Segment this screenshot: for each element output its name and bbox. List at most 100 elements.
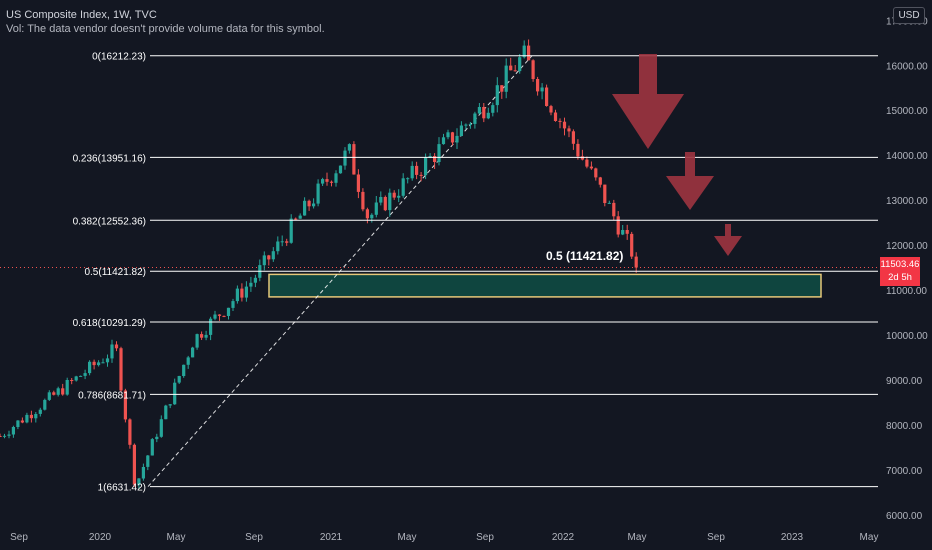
- candle-body: [222, 315, 226, 317]
- candle-body: [7, 434, 11, 436]
- down-arrow-icon: [666, 152, 714, 210]
- candle-body: [61, 388, 65, 395]
- candle-body: [567, 128, 571, 132]
- candle-body: [29, 414, 33, 419]
- x-tick-label: Sep: [10, 532, 28, 543]
- candle-body: [625, 230, 629, 234]
- y-tick-label: 12000.00: [886, 241, 928, 252]
- candle-body: [562, 121, 567, 129]
- candle-body: [226, 307, 231, 316]
- candle-body: [464, 124, 468, 126]
- candle-body: [356, 174, 360, 192]
- candle-body: [419, 174, 423, 176]
- y-tick-label: 7000.00: [886, 466, 923, 477]
- candle-body: [374, 202, 378, 215]
- time-axis[interactable]: Sep 2020 May Sep 2021 May Sep 2022 May Sep 2023 May: [10, 532, 878, 543]
- candle-body: [56, 388, 60, 395]
- candle-body: [137, 478, 141, 485]
- candle-body: [553, 112, 558, 121]
- candle-body: [128, 419, 132, 445]
- currency-button[interactable]: USD: [893, 7, 925, 24]
- chart-header: US Composite Index, 1W, TVC Vol: The dat…: [6, 9, 325, 35]
- x-tick-label: May: [167, 532, 186, 543]
- bar-countdown: 2d 5h: [888, 272, 912, 283]
- candle-body: [182, 364, 186, 376]
- candle-body: [83, 373, 87, 376]
- candle-body: [11, 427, 15, 435]
- fib-level-label: 0(16212.23): [92, 52, 146, 63]
- candle-body: [164, 405, 168, 420]
- fibonacci-levels: 0(16212.23) 0.236(13951.16) 0.382(12552.36…: [73, 52, 878, 494]
- candle-body: [119, 348, 123, 391]
- candle-body: [34, 414, 38, 419]
- y-tick-label: 14000.00: [886, 151, 928, 162]
- candle-body: [361, 191, 365, 210]
- candle-body: [132, 444, 136, 485]
- candle-body: [634, 256, 638, 268]
- candle-body: [276, 241, 280, 252]
- candle-body: [74, 376, 78, 381]
- candle-body: [316, 183, 320, 204]
- candle-body: [603, 184, 607, 203]
- y-tick-label: 10000.00: [886, 331, 928, 342]
- candle-body: [540, 87, 544, 92]
- candle-body: [343, 150, 347, 166]
- fib-level-label: 0.5(11421.82): [84, 267, 146, 278]
- candle-body: [388, 192, 392, 211]
- candle-body: [433, 156, 437, 162]
- candle-body: [43, 399, 47, 410]
- candle-body: [455, 135, 459, 143]
- candle-body: [545, 87, 549, 106]
- candle-body: [285, 241, 289, 243]
- candle-body: [347, 144, 351, 151]
- symbol-title[interactable]: US Composite Index, 1W, TVC: [6, 9, 157, 21]
- candle-body: [240, 288, 244, 298]
- x-tick-label: 2020: [89, 532, 112, 543]
- support-zone-rect: [268, 273, 822, 298]
- candle-body: [20, 420, 24, 423]
- candle-body: [325, 179, 329, 182]
- candle-body: [65, 380, 69, 395]
- y-tick-label: 13000.00: [886, 196, 928, 207]
- candle-body: [482, 107, 486, 119]
- fib-level-label: 0.618(10291.29): [73, 318, 146, 329]
- candle-body: [280, 241, 284, 243]
- candle-body: [114, 344, 119, 349]
- candle-body: [303, 200, 307, 216]
- candle-body: [173, 382, 177, 405]
- candle-body: [473, 113, 477, 124]
- candle-body: [253, 277, 257, 283]
- candle-body: [97, 362, 101, 366]
- candle-body: [576, 143, 580, 157]
- candle-body: [204, 334, 208, 338]
- candle-body: [504, 65, 508, 92]
- candle-body: [177, 376, 181, 383]
- candle-body: [441, 137, 446, 145]
- candle-body: [459, 125, 463, 136]
- candle-body: [531, 60, 535, 79]
- candle-body: [123, 390, 127, 420]
- candle-body: [312, 203, 316, 207]
- candle-body: [52, 392, 56, 395]
- candle-body: [518, 57, 522, 72]
- fib-level-label: 0.786(8681.71): [78, 390, 146, 401]
- candle-body: [16, 420, 20, 427]
- candle-body: [428, 156, 432, 158]
- candle-body: [383, 197, 387, 211]
- candle-body: [589, 166, 593, 169]
- candle-body: [231, 301, 235, 308]
- candle-body: [70, 380, 74, 381]
- candle-body: [491, 105, 495, 113]
- candle-body: [536, 79, 540, 92]
- candle-body: [2, 435, 7, 437]
- candle-body: [621, 230, 625, 235]
- candle-body: [446, 132, 450, 138]
- candle-body: [401, 178, 405, 196]
- candle-body: [105, 358, 110, 363]
- y-tick-label: 16000.00: [886, 61, 928, 72]
- candle-body: [500, 85, 504, 92]
- candle-body: [209, 318, 213, 335]
- x-tick-label: May: [628, 532, 647, 543]
- bearish-arrows: [612, 54, 742, 256]
